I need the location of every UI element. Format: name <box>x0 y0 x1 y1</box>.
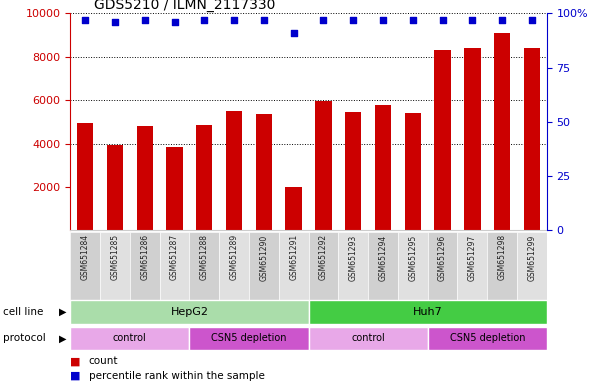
Text: ■: ■ <box>70 356 81 366</box>
Text: GSM651296: GSM651296 <box>438 234 447 281</box>
Text: GSM651291: GSM651291 <box>289 234 298 280</box>
Point <box>140 17 150 23</box>
Bar <box>494 33 510 230</box>
Bar <box>279 232 309 300</box>
Bar <box>464 48 481 230</box>
Text: ■: ■ <box>70 371 81 381</box>
Bar <box>428 326 547 350</box>
Point <box>110 19 120 25</box>
Text: GSM651297: GSM651297 <box>468 234 477 281</box>
Bar <box>196 125 213 230</box>
Bar <box>136 126 153 230</box>
Bar <box>159 232 189 300</box>
Point <box>378 17 388 23</box>
Text: protocol: protocol <box>3 333 46 343</box>
Text: GSM651288: GSM651288 <box>200 234 209 280</box>
Bar <box>189 232 219 300</box>
Text: GSM651294: GSM651294 <box>379 234 387 281</box>
Text: Huh7: Huh7 <box>413 307 442 317</box>
Point <box>437 17 447 23</box>
Text: GSM651295: GSM651295 <box>408 234 417 281</box>
Text: GSM651292: GSM651292 <box>319 234 328 280</box>
Text: percentile rank within the sample: percentile rank within the sample <box>89 371 265 381</box>
Bar <box>70 326 189 350</box>
Text: GSM651284: GSM651284 <box>81 234 90 280</box>
Bar <box>428 232 458 300</box>
Text: GSM651298: GSM651298 <box>498 234 507 280</box>
Text: GSM651285: GSM651285 <box>111 234 119 280</box>
Text: ▶: ▶ <box>59 307 67 317</box>
Point <box>318 17 328 23</box>
Bar <box>345 112 362 230</box>
Bar <box>70 232 100 300</box>
Text: GSM651293: GSM651293 <box>349 234 357 281</box>
Text: control: control <box>351 333 385 343</box>
Bar <box>219 232 249 300</box>
Bar <box>107 145 123 230</box>
Point <box>170 19 180 25</box>
Bar <box>309 326 428 350</box>
Bar <box>375 104 391 230</box>
Bar <box>368 232 398 300</box>
Point <box>408 17 418 23</box>
Bar <box>315 101 332 230</box>
Point <box>229 17 239 23</box>
Text: GSM651287: GSM651287 <box>170 234 179 280</box>
Bar <box>309 300 547 324</box>
Bar <box>77 123 93 230</box>
Bar <box>524 48 540 230</box>
Text: ▶: ▶ <box>59 333 67 343</box>
Text: GSM651290: GSM651290 <box>260 234 268 281</box>
Bar <box>398 232 428 300</box>
Bar <box>404 113 421 230</box>
Point <box>199 17 209 23</box>
Text: count: count <box>89 356 118 366</box>
Text: cell line: cell line <box>3 307 43 317</box>
Text: GSM651286: GSM651286 <box>141 234 149 280</box>
Bar <box>166 147 183 230</box>
Bar <box>226 111 243 230</box>
Bar <box>434 50 451 230</box>
Bar <box>338 232 368 300</box>
Bar <box>130 232 159 300</box>
Text: HepG2: HepG2 <box>170 307 208 317</box>
Bar <box>517 232 547 300</box>
Point <box>527 17 537 23</box>
Bar <box>255 114 272 230</box>
Text: CSN5 depletion: CSN5 depletion <box>211 333 287 343</box>
Point <box>348 17 358 23</box>
Text: GSM651299: GSM651299 <box>527 234 536 281</box>
Point <box>467 17 477 23</box>
Text: GSM651289: GSM651289 <box>230 234 238 280</box>
Bar <box>249 232 279 300</box>
Point <box>289 30 299 36</box>
Point <box>259 17 269 23</box>
Bar <box>285 187 302 230</box>
Point <box>80 17 90 23</box>
Bar <box>70 300 309 324</box>
Bar <box>100 232 130 300</box>
Point <box>497 17 507 23</box>
Bar <box>458 232 488 300</box>
Bar <box>309 232 338 300</box>
Text: CSN5 depletion: CSN5 depletion <box>450 333 525 343</box>
Text: control: control <box>113 333 147 343</box>
Bar <box>189 326 309 350</box>
Text: GDS5210 / ILMN_2117330: GDS5210 / ILMN_2117330 <box>94 0 276 12</box>
Bar <box>488 232 517 300</box>
